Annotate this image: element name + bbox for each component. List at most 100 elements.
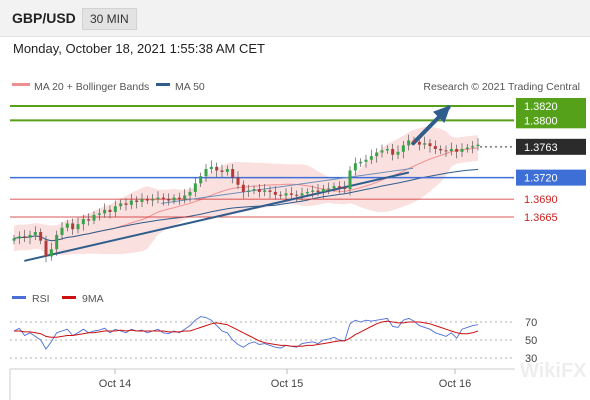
candle-body bbox=[97, 213, 101, 215]
rsi-ma-line bbox=[14, 320, 479, 347]
candle-body bbox=[460, 148, 464, 152]
candle-body bbox=[92, 214, 96, 221]
rsi-legend: RSI 9MA bbox=[12, 293, 104, 305]
candle-body bbox=[273, 191, 277, 195]
x-tick-label-1: Oct 15 bbox=[271, 378, 303, 390]
legend-ma50-label: MA 50 bbox=[175, 81, 205, 93]
level-labels: 1.3820 1.3800 1.3763 1.3720 1.3690 1.3665 bbox=[516, 98, 586, 224]
ma50-line bbox=[13, 168, 479, 242]
candle-body bbox=[364, 159, 368, 162]
candle-body bbox=[167, 199, 171, 201]
candle-body bbox=[17, 236, 21, 239]
level-box-2 bbox=[516, 138, 586, 155]
candle-body bbox=[300, 193, 304, 196]
candle-body bbox=[353, 163, 357, 171]
level-box-0 bbox=[516, 98, 586, 114]
candle-body bbox=[44, 240, 48, 257]
candle-body bbox=[321, 189, 325, 192]
level-label-3: 1.3720 bbox=[524, 173, 558, 185]
candle-body bbox=[385, 148, 389, 151]
trendline-upper bbox=[161, 167, 414, 204]
candle-body bbox=[465, 147, 469, 149]
candle-body bbox=[257, 189, 261, 192]
candle-body bbox=[231, 169, 235, 178]
candle-body bbox=[199, 176, 203, 184]
candle-body bbox=[60, 227, 64, 235]
candle-body bbox=[289, 193, 293, 195]
candle-body bbox=[177, 197, 181, 200]
legend-bollinger-swatch bbox=[12, 83, 30, 86]
candle-body bbox=[172, 197, 176, 201]
x-tick-label-0: Oct 14 bbox=[99, 378, 131, 390]
legend-rsi-label: RSI bbox=[32, 293, 50, 305]
price-levels bbox=[10, 105, 514, 218]
candle-body bbox=[311, 190, 315, 192]
candle-body bbox=[161, 197, 165, 200]
candle-body bbox=[135, 200, 139, 202]
candle-body bbox=[204, 169, 208, 177]
legend-bollinger-label: MA 20 + Bollinger Bands bbox=[34, 81, 149, 93]
candle-body bbox=[145, 199, 149, 201]
source-label: Research © 2021 Trading Central bbox=[423, 81, 580, 93]
candle-body bbox=[103, 209, 107, 214]
candle-body bbox=[209, 166, 213, 170]
candle-body bbox=[284, 193, 288, 196]
candle-body bbox=[87, 219, 91, 221]
candle-body bbox=[39, 232, 43, 241]
candle-body bbox=[471, 146, 475, 148]
candle-body bbox=[183, 195, 187, 200]
candle-body bbox=[439, 148, 443, 151]
candle-body bbox=[407, 140, 411, 146]
candle-body bbox=[401, 145, 405, 152]
candle-body bbox=[332, 186, 336, 189]
candle-body bbox=[369, 156, 373, 160]
candle-body bbox=[337, 186, 341, 188]
candle-body bbox=[76, 224, 80, 230]
candle-body bbox=[449, 148, 453, 152]
candle-body bbox=[124, 203, 128, 205]
level-label-5: 1.3665 bbox=[524, 212, 558, 224]
candle-body bbox=[119, 203, 123, 207]
legend-ma50-swatch bbox=[156, 83, 170, 86]
candle-body bbox=[417, 141, 421, 145]
candle-body bbox=[455, 148, 459, 152]
legend-9ma-swatch bbox=[62, 296, 76, 299]
candlesticks bbox=[12, 134, 480, 263]
candle-body bbox=[12, 238, 16, 241]
candle-body bbox=[327, 188, 331, 190]
candle-body bbox=[279, 194, 283, 196]
candle-body bbox=[247, 190, 251, 192]
candle-body bbox=[71, 223, 75, 230]
level-label-4: 1.3690 bbox=[524, 194, 558, 206]
x-axis-ticks: Oct 14 Oct 15 Oct 16 bbox=[99, 369, 471, 390]
candle-body bbox=[391, 148, 395, 155]
candle-body bbox=[129, 200, 133, 205]
candle-body bbox=[28, 234, 32, 238]
level-box-1 bbox=[516, 112, 586, 129]
datetime-label: Monday, October 18, 2021 1:55:38 AM CET bbox=[13, 41, 265, 56]
main-legend: MA 20 + Bollinger Bands MA 50 Research ©… bbox=[12, 81, 580, 93]
candle-body bbox=[305, 191, 309, 194]
candle-body bbox=[268, 190, 272, 192]
watermark: WikiFX bbox=[520, 360, 587, 382]
candle-body bbox=[23, 236, 27, 238]
candle-body bbox=[65, 223, 69, 228]
chart-header: GBP/USD 30 MIN bbox=[0, 0, 590, 37]
level-label-0: 1.3820 bbox=[524, 101, 558, 113]
pair-title: GBP/USD bbox=[12, 10, 76, 26]
candle-body bbox=[359, 161, 363, 164]
candle-body bbox=[113, 206, 117, 212]
candle-body bbox=[348, 170, 352, 190]
rsi-level-label-30: 30 bbox=[525, 353, 537, 365]
rsi-panel: 70 50 30 bbox=[10, 316, 537, 365]
candle-body bbox=[215, 166, 219, 171]
candle-body bbox=[241, 184, 245, 192]
timeframe-badge[interactable]: 30 MIN bbox=[82, 8, 137, 30]
candle-body bbox=[316, 190, 320, 192]
candle-body bbox=[236, 177, 240, 185]
trendline-arrowhead bbox=[433, 105, 451, 123]
rsi-level-label-70: 70 bbox=[525, 317, 537, 329]
candle-body bbox=[151, 199, 155, 201]
candle-body bbox=[343, 187, 347, 190]
